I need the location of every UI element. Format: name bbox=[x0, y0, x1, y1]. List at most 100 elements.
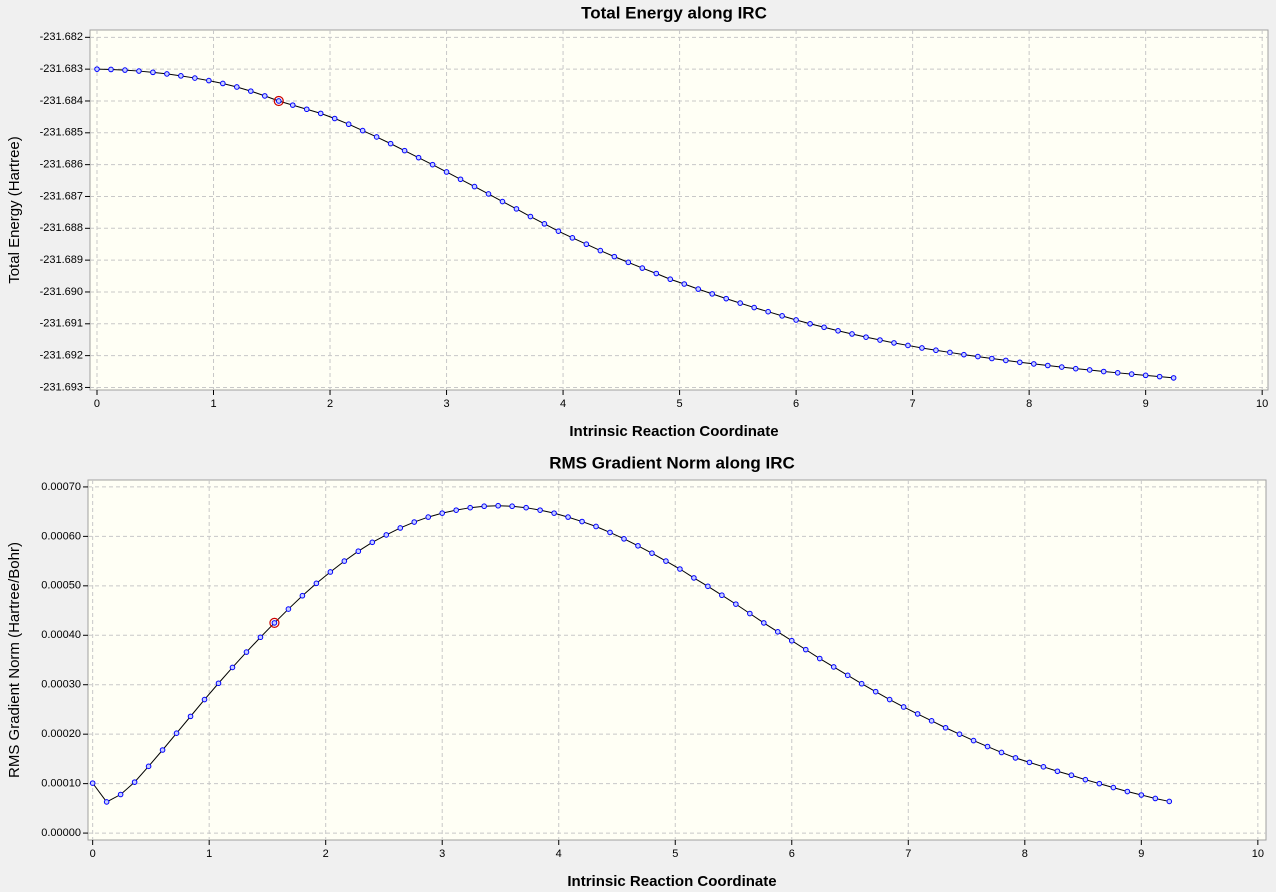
point bbox=[1124, 788, 1131, 795]
point bbox=[317, 110, 324, 117]
point bbox=[709, 291, 716, 297]
x-tick-label: 0 bbox=[90, 848, 96, 860]
x-tick-label: 3 bbox=[443, 398, 449, 410]
point bbox=[928, 718, 935, 724]
point bbox=[122, 67, 128, 73]
point bbox=[261, 93, 268, 99]
point bbox=[635, 542, 641, 549]
y-tick-label: -231.688 bbox=[40, 222, 83, 234]
x-tick-label: 2 bbox=[323, 848, 329, 860]
point bbox=[355, 548, 362, 555]
point bbox=[593, 523, 599, 530]
x-tick-label: 9 bbox=[1138, 848, 1144, 860]
point bbox=[555, 228, 562, 234]
point bbox=[830, 664, 837, 670]
x-axis-label: Intrinsic Reaction Coordinate bbox=[569, 423, 778, 440]
point bbox=[131, 779, 138, 785]
point bbox=[802, 646, 809, 653]
point bbox=[793, 317, 799, 323]
x-tick-label: 6 bbox=[793, 398, 799, 410]
point bbox=[103, 799, 110, 805]
point bbox=[1100, 368, 1107, 375]
y-tick-label: 0.00060 bbox=[41, 530, 81, 542]
plot-area bbox=[87, 479, 1267, 841]
point bbox=[807, 320, 813, 327]
point bbox=[1096, 780, 1103, 787]
point bbox=[653, 270, 660, 277]
point bbox=[1114, 370, 1121, 376]
point bbox=[774, 629, 781, 635]
point bbox=[164, 71, 170, 77]
point bbox=[1026, 759, 1033, 766]
point bbox=[579, 518, 585, 525]
point bbox=[541, 221, 548, 227]
point bbox=[723, 295, 729, 302]
point bbox=[1040, 764, 1047, 770]
point bbox=[192, 75, 198, 81]
point bbox=[313, 580, 320, 587]
point bbox=[569, 235, 576, 241]
y-tick-label: -231.684 bbox=[40, 95, 83, 107]
x-tick-label: 10 bbox=[1256, 398, 1268, 410]
y-tick-label: -231.690 bbox=[40, 286, 83, 298]
point bbox=[919, 345, 925, 351]
point bbox=[359, 127, 366, 134]
point bbox=[1044, 362, 1051, 369]
point bbox=[299, 592, 306, 599]
point bbox=[886, 696, 893, 703]
point bbox=[816, 655, 823, 662]
point bbox=[345, 121, 352, 128]
point bbox=[1170, 375, 1177, 381]
x-tick-label: 8 bbox=[1026, 398, 1032, 410]
y-tick-label: 0.00020 bbox=[41, 728, 81, 740]
selected-point bbox=[273, 95, 284, 107]
point bbox=[877, 337, 883, 343]
y-tick-label: -231.687 bbox=[40, 190, 83, 202]
point bbox=[499, 198, 506, 205]
point bbox=[695, 286, 702, 292]
y-tick-label: -231.682 bbox=[40, 31, 83, 43]
x-tick-label: 3 bbox=[439, 848, 445, 860]
point bbox=[187, 713, 194, 720]
point bbox=[565, 514, 571, 520]
point bbox=[844, 672, 851, 679]
point bbox=[89, 780, 96, 786]
x-tick-label: 1 bbox=[206, 848, 212, 860]
y-tick-label: -231.693 bbox=[40, 381, 83, 393]
y-tick-label: -231.689 bbox=[40, 254, 83, 266]
x-tick-label: 7 bbox=[910, 398, 916, 410]
point bbox=[341, 558, 348, 564]
y-tick-label: -231.691 bbox=[40, 318, 83, 330]
point bbox=[705, 583, 711, 590]
point bbox=[788, 637, 795, 644]
point bbox=[989, 355, 995, 362]
x-tick-label: 0 bbox=[94, 398, 100, 410]
point bbox=[453, 507, 459, 513]
point bbox=[947, 349, 953, 356]
point bbox=[872, 688, 879, 695]
point bbox=[247, 88, 254, 94]
point bbox=[649, 550, 655, 556]
point bbox=[1152, 795, 1159, 802]
y-tick-label: 0.00000 bbox=[41, 827, 81, 839]
point bbox=[737, 300, 743, 306]
point bbox=[527, 213, 534, 220]
point bbox=[1058, 364, 1065, 370]
point bbox=[220, 80, 226, 87]
point bbox=[551, 510, 557, 516]
point bbox=[495, 502, 501, 509]
x-tick-label: 7 bbox=[905, 848, 911, 860]
point bbox=[178, 73, 184, 79]
point bbox=[481, 503, 487, 510]
point bbox=[234, 84, 240, 90]
point bbox=[905, 342, 911, 349]
point bbox=[1128, 371, 1135, 377]
point bbox=[607, 529, 613, 536]
point bbox=[145, 763, 152, 770]
y-tick-label: -231.686 bbox=[40, 159, 83, 171]
point bbox=[1012, 755, 1019, 761]
point bbox=[1030, 361, 1037, 367]
point bbox=[961, 351, 967, 358]
point bbox=[625, 259, 632, 266]
